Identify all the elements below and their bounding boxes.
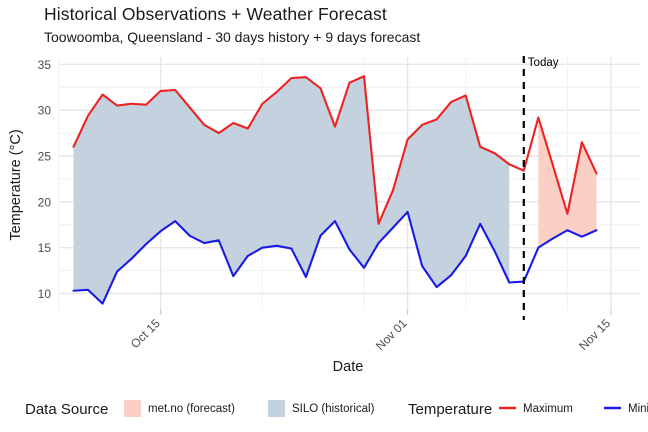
legend-item-minimum[interactable]: Minimum [604, 403, 648, 415]
legend-swatch [124, 400, 141, 417]
band-met.no [538, 117, 597, 248]
y-axis-title: Temperature (°C) [8, 129, 24, 240]
y-tick-label: 20 [38, 195, 52, 209]
legend-item-label: SILO (historical) [292, 403, 375, 415]
y-tick-label: 15 [38, 241, 52, 255]
legend-item-silo[interactable]: SILO (historical) [268, 400, 375, 417]
series-line-minimum [72, 210, 598, 305]
band-silo [73, 76, 510, 304]
y-axis-tick-labels: 10 15 20 25 30 35 [38, 58, 52, 301]
legend-item-label: Maximum [523, 403, 573, 415]
y-tick-label: 25 [38, 150, 52, 164]
x-axis-title: Date [333, 359, 364, 375]
y-tick-label: 35 [38, 58, 52, 72]
legend-item-label: Minimum [628, 403, 648, 415]
legend-title-temperature: Temperature [408, 401, 492, 418]
series-line-maximum [72, 75, 598, 225]
page-title: Historical Observations + Weather Foreca… [44, 4, 387, 24]
data-source-bands [73, 76, 597, 304]
today-label: Today [528, 57, 559, 69]
y-tick-label: 10 [38, 287, 52, 301]
series-lines [72, 75, 598, 305]
x-tick-label: Nov 15 [576, 316, 613, 353]
legend-item-maximum[interactable]: Maximum [499, 403, 573, 415]
legend-item-label: met.no (forecast) [148, 403, 235, 415]
legend-item-metno[interactable]: met.no (forecast) [124, 400, 235, 417]
legend-swatch [268, 400, 285, 417]
y-tick-label: 30 [38, 104, 52, 118]
today-annotation: Today [522, 56, 559, 320]
legend-title-data-source: Data Source [25, 401, 108, 418]
x-tick-label: Oct 15 [128, 316, 163, 351]
chart-subtitle: Toowoomba, Queensland - 30 days history … [44, 29, 421, 45]
chart-legend: Data Source met.no (forecast) SILO (histor… [25, 400, 648, 418]
x-tick-label: Nov 01 [373, 316, 410, 353]
x-axis-tick-labels: Oct 15 Nov 01 Nov 15 [128, 316, 613, 353]
